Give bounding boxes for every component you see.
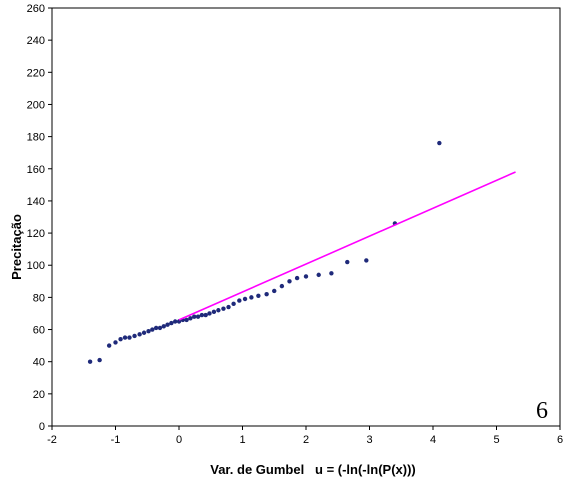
y-tick-label: 120 [27, 228, 45, 240]
x-tick-label: -2 [47, 434, 57, 446]
y-tick-label: 260 [27, 3, 45, 15]
x-tick-label: 6 [557, 434, 563, 446]
x-tick-label: 1 [239, 434, 245, 446]
y-tick-label: 40 [33, 357, 45, 369]
y-axis-title: Precitação [9, 214, 24, 280]
data-point [172, 319, 178, 324]
data-point [132, 333, 137, 339]
data-point [153, 325, 159, 331]
data-point [211, 309, 217, 315]
x-axis: -2 -1 0 1 2 3 4 5 6 [47, 426, 563, 446]
x-tick-label: 4 [430, 434, 436, 446]
data-point [141, 330, 147, 335]
data-point [437, 140, 442, 146]
data-point [316, 272, 321, 278]
data-point [226, 304, 231, 310]
x-tick-label: 5 [493, 434, 499, 446]
data-point [199, 312, 205, 318]
data-point [221, 306, 226, 311]
data-point [184, 317, 189, 323]
y-axis: 0 20 40 60 80 100 120 140 160 180 200 220 240 260 [27, 3, 52, 433]
y-tick-label: 180 [27, 132, 45, 144]
data-point [113, 340, 118, 345]
data-point [287, 279, 292, 284]
series-layer [87, 140, 516, 364]
data-point [195, 314, 201, 319]
x-tick-label: -1 [111, 434, 121, 446]
data-point [157, 325, 163, 331]
data-point [137, 332, 142, 337]
data-point [122, 335, 128, 340]
data-point [231, 301, 236, 307]
y-tick-label: 80 [33, 292, 45, 304]
data-point [188, 316, 193, 321]
data-point [97, 357, 102, 363]
data-point [364, 258, 369, 263]
data-point [146, 328, 151, 334]
data-point [192, 314, 197, 319]
data-point [303, 274, 309, 279]
y-tick-label: 160 [27, 164, 45, 176]
data-point [272, 288, 277, 294]
data-point [329, 271, 334, 276]
y-tick-label: 200 [27, 99, 45, 111]
y-tick-label: 140 [27, 196, 45, 208]
data-point [118, 336, 123, 342]
trend-line [178, 171, 516, 321]
x-axis-title: Var. de Gumbel u = (-ln(-ln(P(x))) [210, 462, 416, 477]
data-point [169, 320, 174, 326]
data-point [150, 327, 155, 332]
data-point [256, 293, 261, 298]
data-point [106, 343, 112, 348]
data-point [345, 259, 350, 265]
y-tick-label: 100 [27, 260, 45, 272]
corner-annotation: 6 [536, 398, 548, 424]
data-point [249, 295, 254, 300]
data-point [165, 322, 170, 327]
data-point [242, 296, 248, 302]
data-point [176, 319, 182, 324]
data-point [279, 283, 285, 289]
data-point [127, 335, 132, 340]
x-tick-label: 3 [366, 434, 372, 446]
y-tick-label: 60 [33, 325, 45, 337]
data-point [87, 359, 93, 364]
y-tick-label: 220 [27, 67, 45, 79]
x-tick-label: 2 [303, 434, 309, 446]
x-tick-label: 0 [176, 434, 182, 446]
data-point [161, 324, 166, 329]
data-point [207, 311, 212, 316]
data-point [203, 312, 208, 318]
data-point [294, 275, 300, 281]
y-tick-label: 20 [33, 389, 45, 401]
data-point [216, 308, 221, 313]
y-tick-label: 240 [27, 35, 45, 47]
data-point [264, 291, 269, 297]
y-tick-label: 0 [39, 421, 45, 433]
data-point [237, 298, 242, 303]
